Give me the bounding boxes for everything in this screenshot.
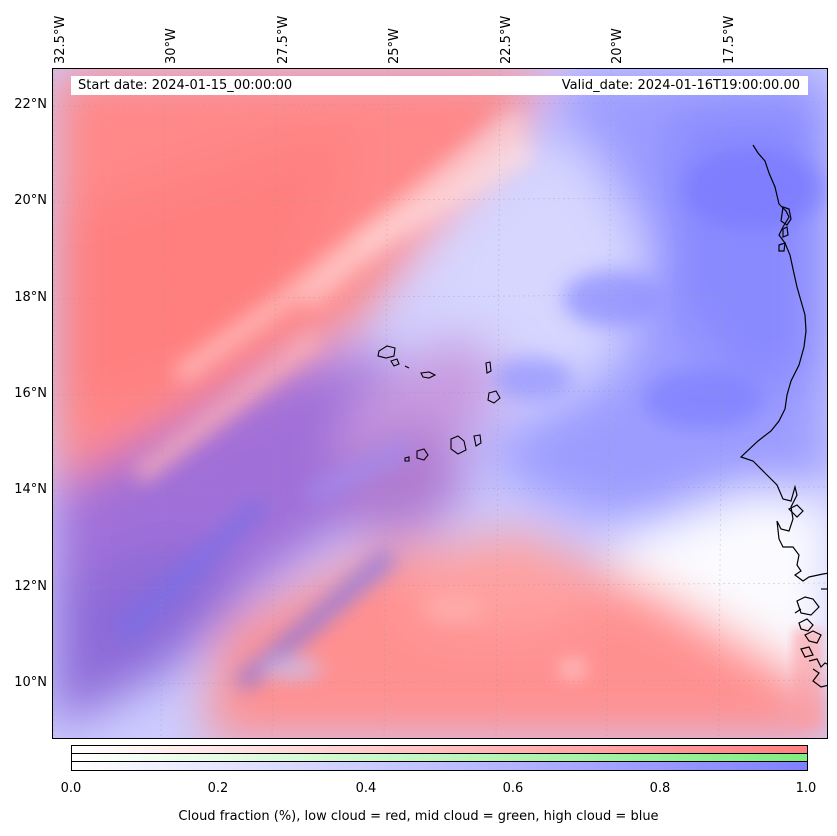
valid-date-label: Valid_date: 2024-01-16T19:00:00.00 xyxy=(561,78,800,93)
colorbar xyxy=(71,745,808,771)
colorbar-tick-0: 0.0 xyxy=(60,781,82,796)
lat-label-18n: 18°N xyxy=(14,290,47,305)
cloud-fraction-map xyxy=(52,68,828,739)
colorbar-mid-cloud xyxy=(71,753,808,762)
colorbar-title: Cloud fraction (%), low cloud = red, mid… xyxy=(178,809,659,824)
lon-label-27-5w: 27.5°W xyxy=(276,15,291,64)
edge-red xyxy=(793,629,823,729)
lon-label-20w: 20°W xyxy=(610,28,625,64)
colorbar-tick-0-4: 0.4 xyxy=(355,781,377,796)
lat-label-12n: 12°N xyxy=(14,579,47,594)
colorbar-tick-0-2: 0.2 xyxy=(207,781,229,796)
lon-label-17-5w: 17.5°W xyxy=(722,15,737,64)
lat-label-16n: 16°N xyxy=(14,386,47,401)
colorbar-tick-0-8: 0.8 xyxy=(649,781,671,796)
start-date-label: Start date: 2024-01-15_00:00:00 xyxy=(78,78,293,93)
lat-label-22n: 22°N xyxy=(14,97,47,112)
graticule xyxy=(53,69,827,738)
cape-verde-islands xyxy=(377,345,501,462)
lat-label-14n: 14°N xyxy=(14,482,47,497)
lat-label-20n: 20°N xyxy=(14,193,47,208)
date-header: Start date: 2024-01-15_00:00:00 Valid_da… xyxy=(71,76,808,95)
lat-label-10n: 10°N xyxy=(14,675,47,690)
colorbar-tick-0-6: 0.6 xyxy=(502,781,524,796)
lon-label-25w: 25°W xyxy=(387,28,402,64)
cloud-streaks xyxy=(113,109,823,691)
colorbar-high-cloud xyxy=(71,761,808,771)
lon-label-32-5w: 32.5°W xyxy=(53,15,68,64)
map-field-svg xyxy=(53,69,827,738)
lon-label-22-5w: 22.5°W xyxy=(499,15,514,64)
africa-coastline xyxy=(739,144,827,688)
colorbar-tick-1-0: 1.0 xyxy=(795,781,817,796)
colorbar-low-cloud xyxy=(71,745,808,754)
lon-label-30w: 30°W xyxy=(164,28,179,64)
